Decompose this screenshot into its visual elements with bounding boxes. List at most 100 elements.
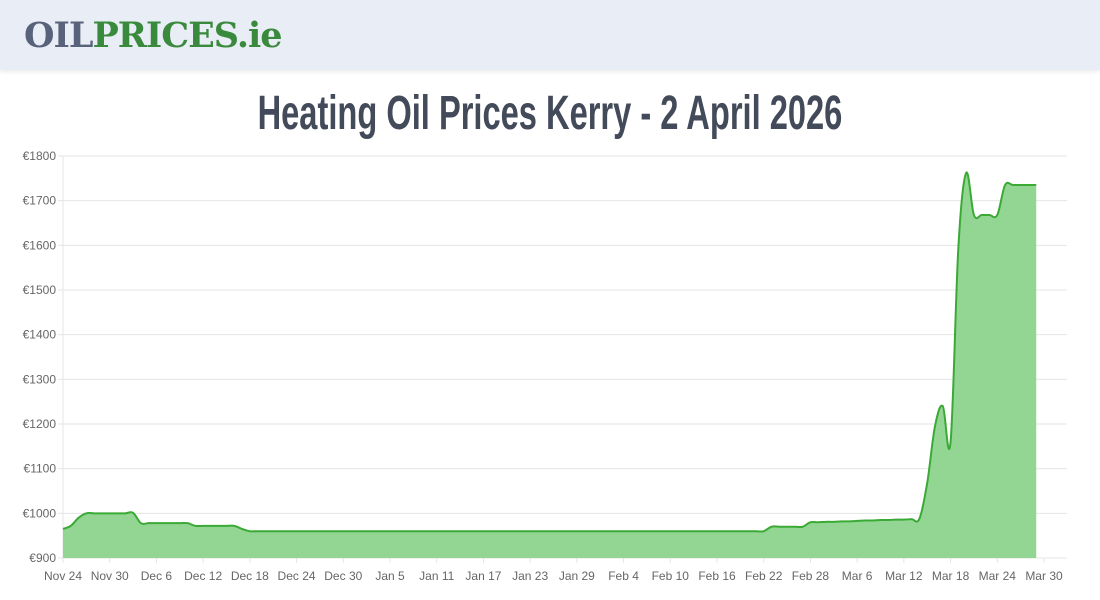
data-point[interactable] <box>60 526 66 532</box>
data-point[interactable] <box>527 528 533 534</box>
data-point[interactable] <box>278 528 284 534</box>
data-point[interactable] <box>722 528 728 534</box>
data-point[interactable] <box>512 528 518 534</box>
data-point[interactable] <box>870 517 876 523</box>
data-point[interactable] <box>932 423 938 429</box>
data-point[interactable] <box>613 528 619 534</box>
data-point[interactable] <box>971 212 977 218</box>
data-point[interactable] <box>543 528 549 534</box>
data-point[interactable] <box>465 528 471 534</box>
data-point[interactable] <box>99 510 105 516</box>
data-point[interactable] <box>488 528 494 534</box>
data-point[interactable] <box>535 528 541 534</box>
data-point[interactable] <box>761 528 767 534</box>
data-point[interactable] <box>1025 182 1031 188</box>
data-point[interactable] <box>955 245 961 251</box>
data-point[interactable] <box>153 520 159 526</box>
data-point[interactable] <box>91 510 97 516</box>
data-point[interactable] <box>364 528 370 534</box>
data-point[interactable] <box>745 528 751 534</box>
data-point[interactable] <box>667 528 673 534</box>
data-point[interactable] <box>714 528 720 534</box>
data-point[interactable] <box>854 518 860 524</box>
data-point[interactable] <box>231 523 237 529</box>
data-point[interactable] <box>200 523 206 529</box>
data-point[interactable] <box>683 528 689 534</box>
data-point[interactable] <box>442 528 448 534</box>
data-point[interactable] <box>418 528 424 534</box>
data-point[interactable] <box>270 528 276 534</box>
data-point[interactable] <box>605 528 611 534</box>
data-point[interactable] <box>823 519 829 525</box>
data-point[interactable] <box>691 528 697 534</box>
data-point[interactable] <box>107 510 113 516</box>
data-point[interactable] <box>893 517 899 523</box>
data-point[interactable] <box>846 518 852 524</box>
data-point[interactable] <box>504 528 510 534</box>
data-point[interactable] <box>979 212 985 218</box>
data-point[interactable] <box>434 528 440 534</box>
data-point[interactable] <box>519 528 525 534</box>
data-point[interactable] <box>551 528 557 534</box>
data-point[interactable] <box>480 528 486 534</box>
data-point[interactable] <box>878 517 884 523</box>
data-point[interactable] <box>737 528 743 534</box>
data-point[interactable] <box>574 528 580 534</box>
data-point[interactable] <box>286 528 292 534</box>
data-point[interactable] <box>1010 182 1016 188</box>
data-point[interactable] <box>597 528 603 534</box>
data-point[interactable] <box>831 519 837 525</box>
data-point[interactable] <box>161 520 167 526</box>
data-point[interactable] <box>792 524 798 530</box>
data-point[interactable] <box>348 528 354 534</box>
data-point[interactable] <box>706 528 712 534</box>
data-point[interactable] <box>325 528 331 534</box>
data-point[interactable] <box>644 528 650 534</box>
data-point[interactable] <box>76 515 82 521</box>
data-point[interactable] <box>807 519 813 525</box>
data-point[interactable] <box>636 528 642 534</box>
data-point[interactable] <box>457 528 463 534</box>
data-point[interactable] <box>628 528 634 534</box>
data-point[interactable] <box>255 528 261 534</box>
data-point[interactable] <box>963 170 969 176</box>
data-point[interactable] <box>138 520 144 526</box>
data-point[interactable] <box>192 523 198 529</box>
data-point[interactable] <box>730 528 736 534</box>
data-point[interactable] <box>589 528 595 534</box>
data-point[interactable] <box>169 520 175 526</box>
data-point[interactable] <box>1033 182 1039 188</box>
data-point[interactable] <box>387 528 393 534</box>
data-point[interactable] <box>496 528 502 534</box>
data-point[interactable] <box>115 510 121 516</box>
data-point[interactable] <box>652 528 658 534</box>
data-point[interactable] <box>317 528 323 534</box>
data-point[interactable] <box>185 520 191 526</box>
data-point[interactable] <box>301 528 307 534</box>
data-point[interactable] <box>83 510 89 516</box>
data-point[interactable] <box>769 524 775 530</box>
data-point[interactable] <box>987 212 993 218</box>
data-point[interactable] <box>909 516 915 522</box>
data-point[interactable] <box>885 517 891 523</box>
data-point[interactable] <box>410 528 416 534</box>
data-point[interactable] <box>753 528 759 534</box>
data-point[interactable] <box>621 528 627 534</box>
data-point[interactable] <box>68 523 74 529</box>
data-point[interactable] <box>426 528 432 534</box>
data-point[interactable] <box>776 524 782 530</box>
data-point[interactable] <box>916 516 922 522</box>
data-point[interactable] <box>395 528 401 534</box>
data-point[interactable] <box>1018 182 1024 188</box>
data-point[interactable] <box>239 526 245 532</box>
data-point[interactable] <box>660 528 666 534</box>
data-point[interactable] <box>216 523 222 529</box>
site-logo[interactable]: OILPRICES.ie <box>24 14 283 58</box>
data-point[interactable] <box>208 523 214 529</box>
data-point[interactable] <box>379 528 385 534</box>
data-point[interactable] <box>558 528 564 534</box>
data-point[interactable] <box>582 528 588 534</box>
data-point[interactable] <box>309 528 315 534</box>
data-point[interactable] <box>340 528 346 534</box>
data-point[interactable] <box>948 439 954 445</box>
